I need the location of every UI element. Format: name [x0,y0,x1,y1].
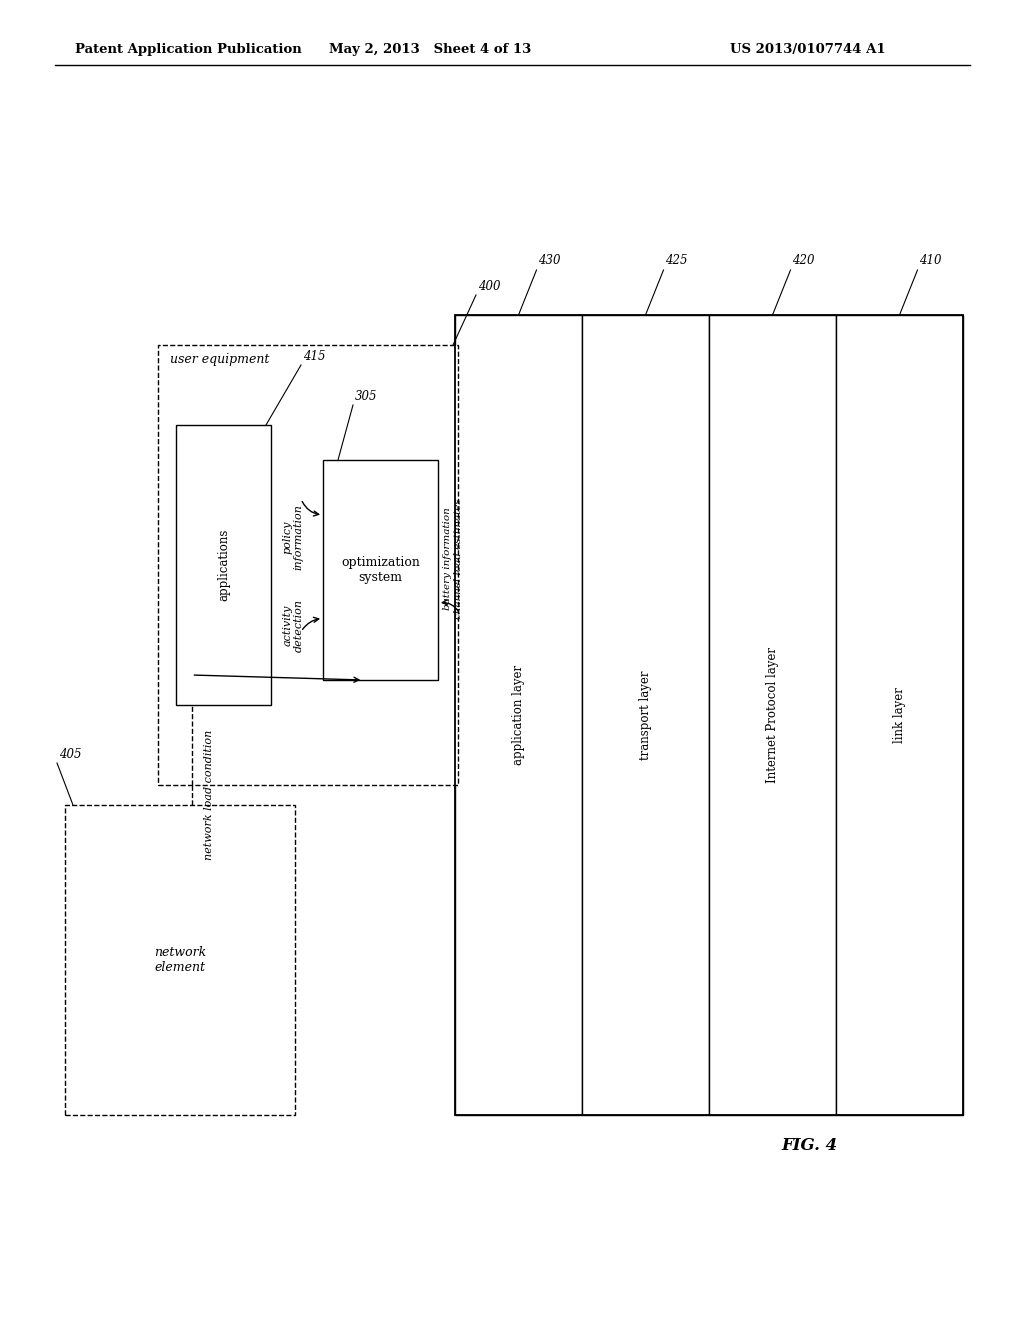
Text: application layer: application layer [512,665,525,766]
Text: network
element: network element [154,946,206,974]
Text: policy
information: policy information [283,504,304,570]
Bar [836,315,963,1115]
Text: transport layer: transport layer [639,671,652,760]
Text: link layer: link layer [893,688,906,743]
Text: US 2013/0107744 A1: US 2013/0107744 A1 [730,44,886,57]
Text: applications: applications [217,529,230,601]
Bar [709,315,836,1115]
Text: 410: 410 [920,253,942,267]
Text: Internet Protocol layer: Internet Protocol layer [766,647,779,783]
Bar [582,315,709,1115]
Text: 420: 420 [793,253,815,267]
Bar [323,459,438,680]
Text: 425: 425 [666,253,688,267]
Bar [158,345,458,785]
Text: 305: 305 [355,389,378,403]
Text: 400: 400 [478,280,501,293]
Text: user equipment: user equipment [170,352,269,366]
Text: battery information
channel load estimates: battery information channel load estimat… [443,499,463,619]
Text: May 2, 2013   Sheet 4 of 13: May 2, 2013 Sheet 4 of 13 [329,44,531,57]
Text: 430: 430 [539,253,561,267]
Text: network load condition: network load condition [204,730,213,861]
Bar [455,315,963,1115]
Bar [455,315,582,1115]
Text: optimization
system: optimization system [341,556,420,583]
Bar [65,805,295,1115]
Text: activity
detection: activity detection [283,598,304,652]
Text: 415: 415 [303,350,326,363]
Text: 405: 405 [59,748,82,762]
Bar [176,425,271,705]
Text: FIG. 4: FIG. 4 [782,1137,838,1154]
Text: Patent Application Publication: Patent Application Publication [75,44,302,57]
